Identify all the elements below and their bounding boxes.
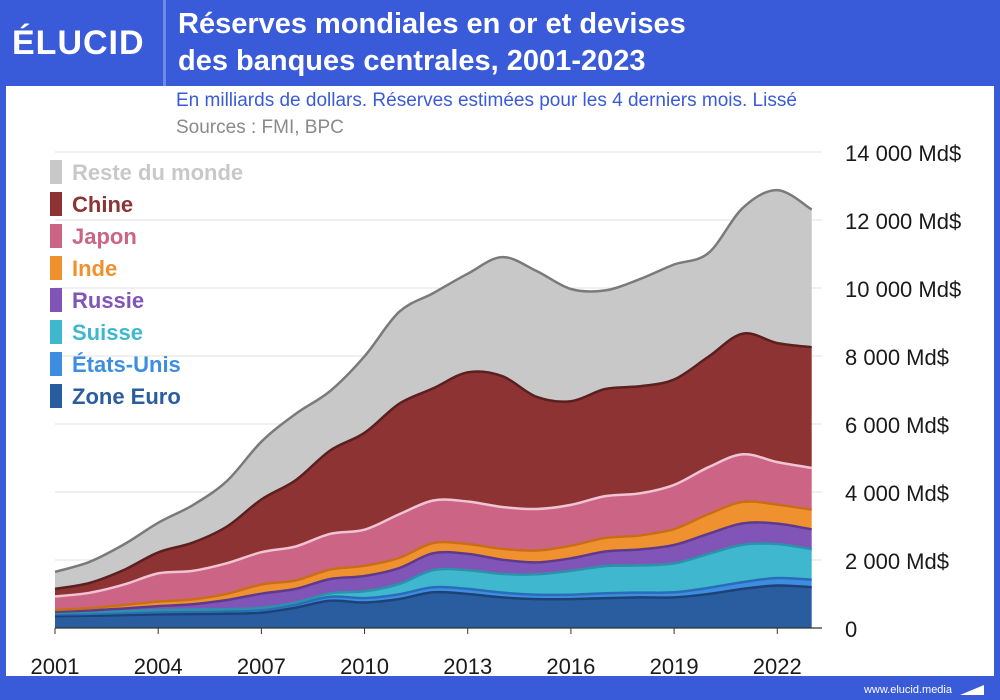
x-tick-label: 2004	[134, 654, 183, 679]
legend-label: Inde	[72, 256, 117, 281]
legend-swatch	[50, 160, 62, 184]
elucid-mark-icon	[960, 685, 984, 695]
x-tick-label: 2022	[753, 654, 802, 679]
legend-label: Reste du monde	[72, 160, 243, 185]
y-tick-label: 0	[845, 617, 857, 642]
footer-site[interactable]: www.elucid.media	[863, 684, 952, 696]
header-divider	[163, 0, 166, 86]
area-inde	[55, 501, 812, 612]
area-russie	[55, 522, 812, 613]
series-line-suisse	[54, 542, 812, 614]
legend-swatch	[50, 224, 62, 248]
chart-sources: Sources : FMI, BPC	[176, 117, 344, 138]
legend-swatch	[50, 288, 62, 312]
legend-swatch	[50, 320, 62, 344]
brand-logo[interactable]: ÉLUCID	[12, 24, 145, 62]
series-line-zone-euro	[54, 584, 812, 618]
x-tick-label: 2001	[31, 654, 80, 679]
area-zone-euro	[55, 585, 812, 628]
area-chine	[55, 333, 812, 597]
series-line-japon	[54, 453, 812, 598]
series-line-inde	[54, 500, 812, 612]
series-line-chine	[54, 332, 812, 591]
x-tick-label: 2007	[237, 654, 286, 679]
legend-label: Zone Euro	[72, 384, 181, 409]
legend-swatch	[50, 384, 62, 408]
legend-label: Japon	[72, 224, 137, 249]
header-bar: ÉLUCID Réserves mondiales en or et devis…	[0, 0, 1000, 86]
legend-swatch	[50, 352, 62, 376]
legend-label: Chine	[72, 192, 133, 217]
x-tick-label: 2010	[340, 654, 389, 679]
title-line-2: des banques centrales, 2001-2023	[178, 45, 646, 77]
x-tick-label: 2016	[546, 654, 595, 679]
y-tick-label: 6 000 Md$	[845, 413, 949, 438]
chart-subtitle: En milliards de dollars. Réserves estimé…	[176, 90, 797, 111]
x-tick-label: 2019	[650, 654, 699, 679]
legend-swatch	[50, 192, 62, 216]
legend-swatch	[50, 256, 62, 280]
area-reste-du-monde	[55, 190, 812, 589]
y-tick-label: 8 000 Md$	[845, 345, 949, 370]
y-tick-label: 12 000 Md$	[845, 209, 961, 234]
chart-title: Réserves mondiales en or et devises des …	[178, 6, 988, 80]
y-tick-label: 2 000 Md$	[845, 549, 949, 574]
legend-label: Russie	[72, 288, 144, 313]
series-line-reste-du-monde	[54, 188, 813, 574]
legend-label: États-Unis	[72, 352, 181, 377]
title-line-1: Réserves mondiales en or et devises	[178, 8, 686, 40]
series-line--tats-unis	[54, 576, 812, 616]
y-tick-label: 14 000 Md$	[845, 141, 961, 166]
y-tick-label: 4 000 Md$	[845, 481, 949, 506]
area-japon	[55, 454, 812, 610]
x-tick-label: 2013	[443, 654, 492, 679]
area-suisse	[55, 543, 812, 615]
series-line-russie	[54, 521, 812, 613]
y-tick-label: 10 000 Md$	[845, 277, 961, 302]
legend-label: Suisse	[72, 320, 143, 345]
